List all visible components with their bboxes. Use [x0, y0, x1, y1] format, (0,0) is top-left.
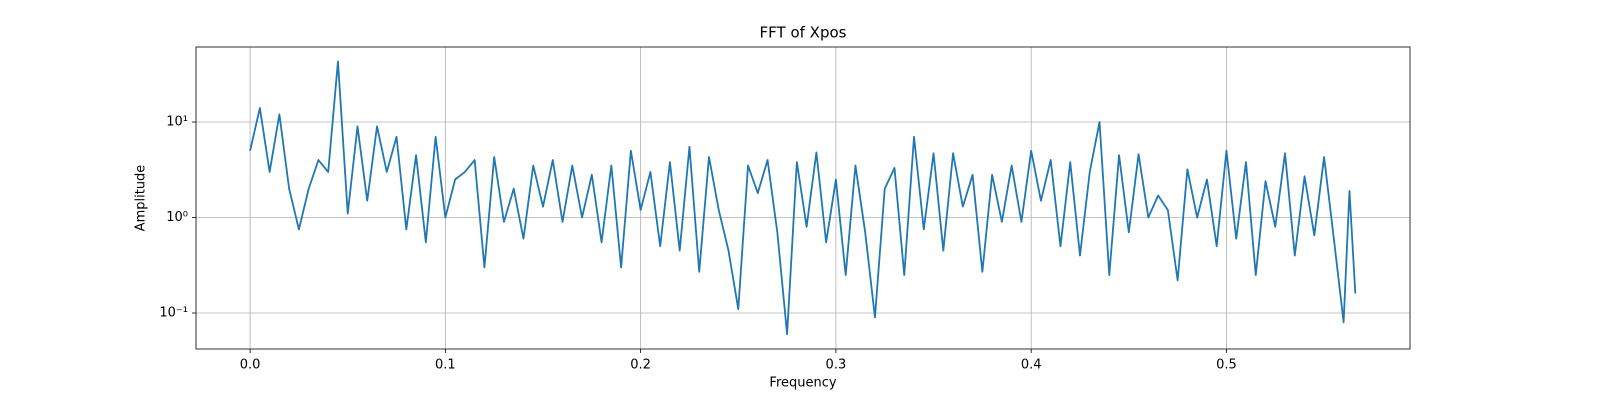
y-axis-label: Amplitude — [134, 165, 149, 232]
x-tick-label: 0.3 — [826, 358, 847, 373]
x-axis-label: Frequency — [769, 376, 836, 391]
chart-title: FFT of Xpos — [760, 24, 847, 42]
x-tick-label: 0.5 — [1216, 358, 1237, 373]
plot-frame — [195, 46, 1411, 350]
x-tick-label: 0.1 — [435, 358, 456, 373]
data-line — [249, 60, 1357, 336]
y-tick-label: 10¹ — [166, 115, 188, 130]
x-tick-label: 0.0 — [240, 358, 261, 373]
y-tick-label: 10⁰ — [166, 210, 188, 225]
y-tick-label: 10⁻¹ — [159, 306, 188, 321]
x-tick-label: 0.4 — [1021, 358, 1042, 373]
x-tick-label: 0.2 — [630, 358, 651, 373]
